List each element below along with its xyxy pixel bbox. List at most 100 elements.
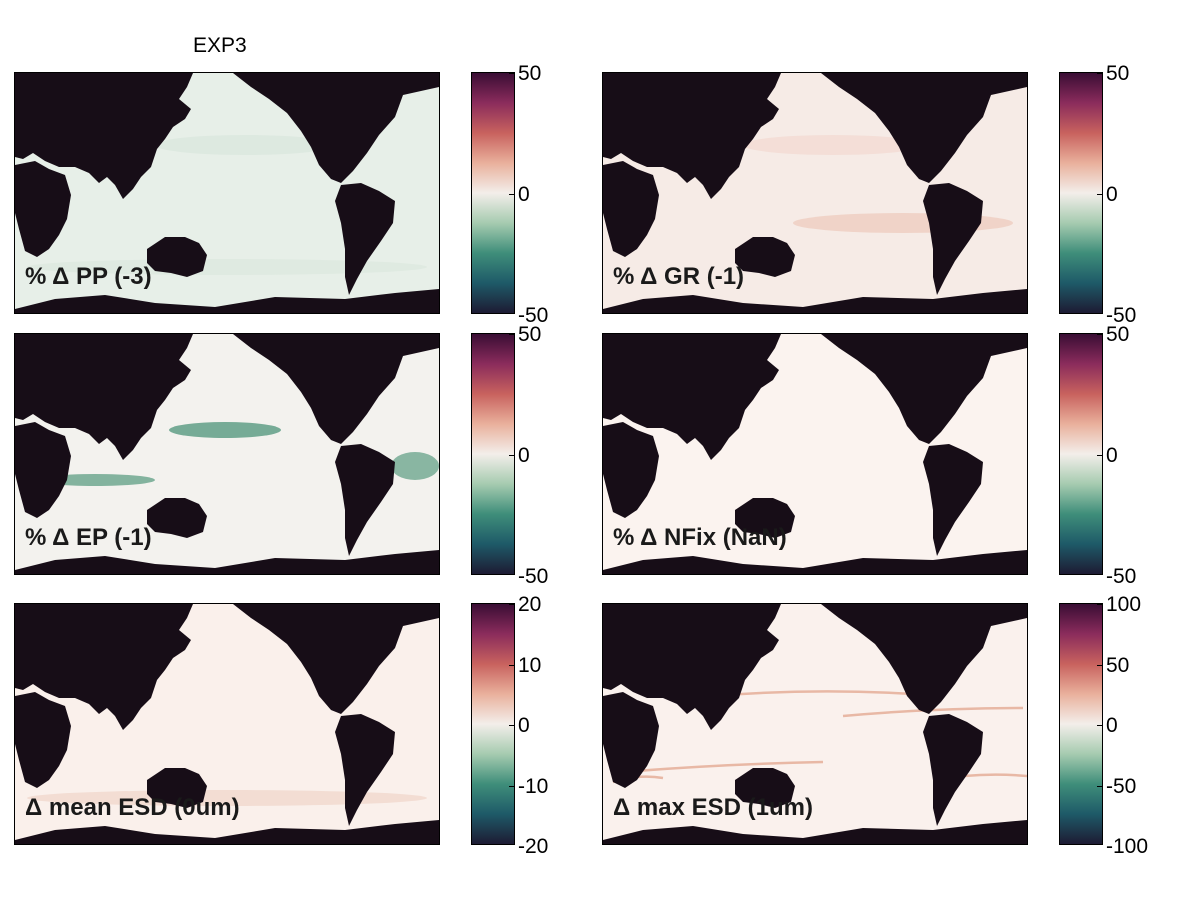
map-gr	[603, 73, 1027, 313]
continent-south-america	[335, 183, 395, 295]
colorbar-tick-mark	[1097, 574, 1102, 575]
colorbar-tick-label: 100	[1106, 593, 1142, 616]
continent-north-america	[821, 334, 1027, 444]
map-ep	[15, 334, 439, 574]
colorbar-tick-label: 50	[518, 62, 542, 85]
colorbar-mean-esd: 20 10 0 -10 -20	[471, 594, 548, 857]
continent-north-america	[821, 73, 1027, 183]
map-panel-mean-esd: Δ mean ESD (0um)	[14, 603, 440, 845]
colorbar-tick-mark	[1097, 844, 1102, 845]
colorbar-tick-mark	[509, 574, 514, 575]
colorbar-tick-mark	[1097, 725, 1102, 726]
continent-south-america	[923, 444, 983, 556]
anomaly-band-north-pacific	[743, 135, 923, 155]
colorbar-tick-mark	[509, 604, 514, 605]
colorbar-tick-label: 0	[518, 714, 530, 737]
colorbar-tick-label: 0	[518, 444, 530, 467]
colorbar-tick-mark	[1097, 194, 1102, 195]
continent-australia	[735, 498, 795, 538]
continent-asia-europe	[603, 334, 781, 460]
colorbar-tick-label: 20	[518, 593, 542, 616]
panel-label-gr: % Δ GR (-1)	[613, 263, 745, 290]
colorbar-gr: 50 0 -50	[1059, 63, 1136, 326]
colorbar-tick-mark	[1097, 664, 1102, 666]
map-panel-gr: % Δ GR (-1)	[602, 72, 1028, 314]
colorbar-tick-label: 10	[518, 653, 542, 677]
map-mean-esd	[15, 604, 439, 844]
colorbar-tick-label: 0	[518, 183, 530, 206]
colorbar-tick-mark	[509, 334, 514, 335]
colorbar-tick-mark	[509, 73, 514, 74]
colorbar-tick-label: -50	[1106, 304, 1137, 327]
colorbar-tick-mark	[509, 664, 514, 666]
colorbar-tick-mark	[509, 455, 514, 456]
continent-africa	[603, 692, 659, 788]
continent-australia	[735, 768, 795, 808]
map-panel-ep: % Δ EP (-1)	[14, 333, 440, 575]
continent-south-america	[923, 183, 983, 295]
colorbar-tick-label: 50	[1106, 62, 1130, 85]
map-max-esd	[603, 604, 1027, 844]
colorbar-tick-label: -20	[518, 835, 549, 858]
colorbar-tick-mark	[509, 725, 514, 726]
anomaly-band-southern-ocean	[27, 259, 427, 275]
continent-antarctica	[15, 550, 439, 574]
colorbar-tick-mark	[509, 785, 514, 787]
continent-south-america	[335, 444, 395, 556]
map-panel-nfix: % Δ NFix (NaN)	[602, 333, 1028, 575]
colorbar-tick-mark	[509, 844, 514, 845]
colorbar-tick-label: -50	[1106, 565, 1137, 588]
colorbar-tick-label: 50	[1106, 653, 1130, 677]
continent-south-america	[923, 714, 983, 826]
continent-north-america	[233, 334, 439, 444]
continent-asia-europe	[603, 73, 781, 199]
anomaly-band-north-atlantic	[391, 452, 439, 480]
continent-antarctica	[15, 289, 439, 313]
colorbar-tick-mark	[1097, 73, 1102, 74]
colorbar-tick-mark	[1097, 334, 1102, 335]
continent-asia-europe	[15, 604, 193, 730]
colorbar-pp: 50 0 -50	[471, 63, 548, 326]
colorbar-tick-label: 0	[1106, 714, 1118, 737]
continent-north-america	[233, 73, 439, 183]
anomaly-streak	[622, 760, 824, 774]
colorbar-ep: 50 0 -50	[471, 324, 548, 587]
continent-africa	[603, 422, 659, 518]
colorbar-tick-mark	[1097, 785, 1102, 787]
continent-asia-europe	[15, 73, 193, 199]
panel-label-max-esd: Δ max ESD (1um)	[613, 794, 813, 821]
colorbar-tick-label: -50	[518, 565, 549, 588]
continent-asia-europe	[15, 334, 193, 460]
continent-antarctica	[603, 289, 1027, 313]
continent-australia	[147, 498, 207, 538]
continent-africa	[15, 161, 71, 257]
panel-label-ep: % Δ EP (-1)	[25, 524, 152, 551]
continent-antarctica	[603, 820, 1027, 844]
continent-australia	[147, 768, 207, 808]
colorbar-tick-mark	[1097, 313, 1102, 314]
map-panel-pp: % Δ PP (-3)	[14, 72, 440, 314]
colorbar-tick-label: -10	[518, 774, 549, 798]
map-panel-max-esd: Δ max ESD (1um)	[602, 603, 1028, 845]
continent-south-america	[335, 714, 395, 826]
continent-africa	[603, 161, 659, 257]
colorbar-max-esd: 100 50 0 -50 -100	[1059, 594, 1148, 857]
anomaly-band-southern-ocean	[27, 790, 427, 806]
colorbar-tick-label: 50	[518, 323, 542, 346]
colorbar-tick-label: -50	[518, 304, 549, 327]
continent-australia	[147, 237, 207, 277]
anomaly-band-north-pacific-west	[169, 422, 281, 438]
continent-africa	[15, 692, 71, 788]
colorbar-tick-label: 50	[1106, 323, 1130, 346]
continent-antarctica	[603, 550, 1027, 574]
colorbar-tick-mark	[1097, 455, 1102, 456]
panel-label-mean-esd: Δ mean ESD (0um)	[25, 794, 240, 821]
colorbar-tick-label: -50	[1106, 774, 1137, 798]
continent-north-america	[233, 604, 439, 714]
figure-title: EXP3	[193, 34, 247, 57]
colorbar-tick-mark	[509, 313, 514, 314]
map-pp	[15, 73, 439, 313]
anomaly-band-north-pacific	[155, 135, 335, 155]
panel-label-nfix: % Δ NFix (NaN)	[613, 524, 787, 551]
